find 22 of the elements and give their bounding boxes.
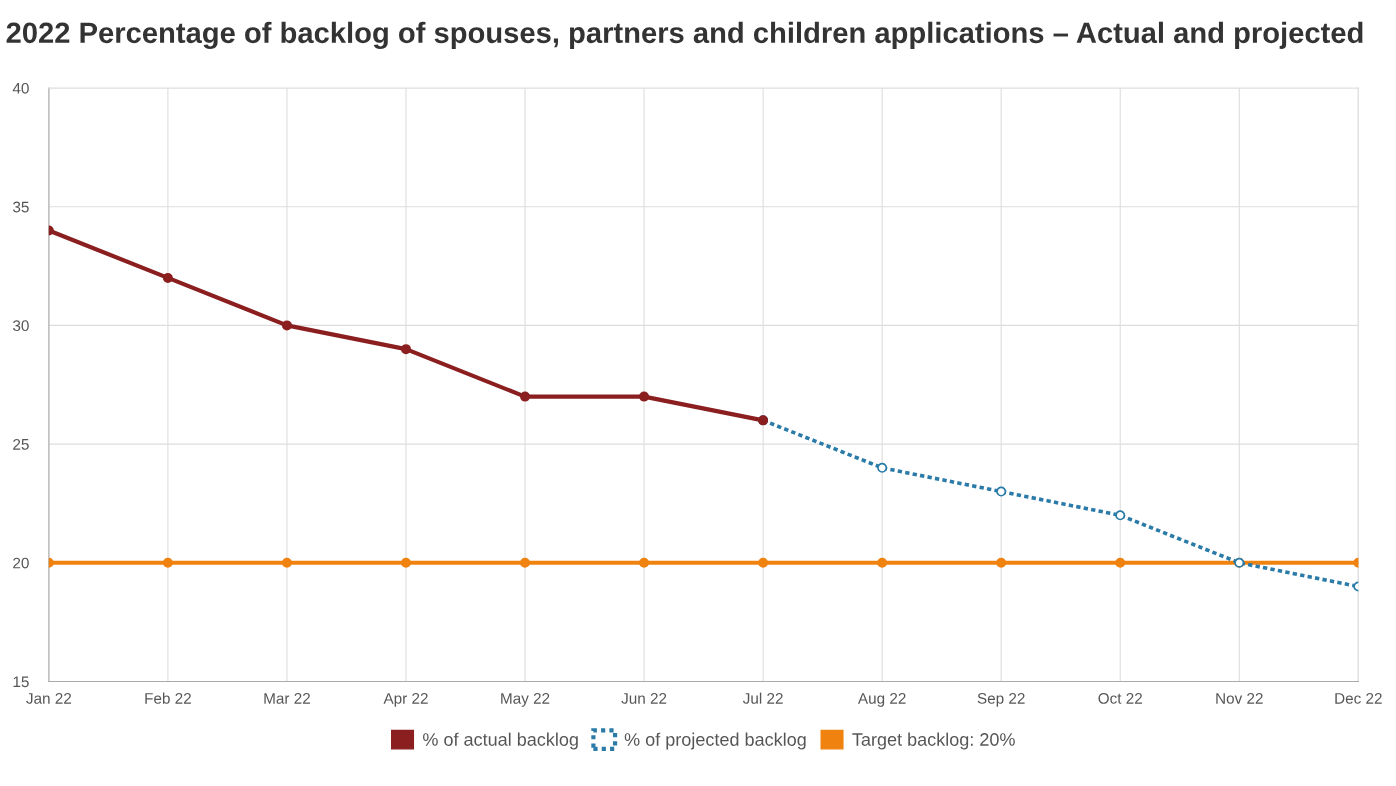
x-tick-label: Aug 22 — [857, 692, 906, 707]
y-tick-label: 35 — [13, 201, 29, 213]
x-tick-label: Sep 22 — [977, 692, 1025, 707]
y-tick-label: 25 — [13, 438, 29, 450]
x-tick-label: May 22 — [501, 692, 550, 707]
x-tick-label: Mar 22 — [264, 692, 310, 704]
x-tick-label: Jul 22 — [742, 692, 783, 704]
chart-title: 2022 Percentage of backlog of spouses, partners and children applications – Actual and projected — [6, 21, 1363, 50]
x-tick-label: Jan 22 — [26, 692, 72, 704]
x-tick-label: Jun 22 — [621, 692, 667, 704]
legend-label: Target backlog: 20% — [852, 732, 1015, 750]
x-tick-label: Dec 22 — [1335, 692, 1382, 704]
legend-label: % of actual backlog — [423, 732, 578, 750]
legend-label: % of projected backlog — [624, 732, 806, 750]
y-tick-label: 15 — [13, 676, 29, 688]
x-tick-label: Feb 22 — [145, 692, 191, 704]
y-tick-label: 40 — [12, 82, 29, 94]
y-tick-label: 30 — [13, 320, 29, 332]
x-tick-label: Apr 22 — [383, 692, 428, 707]
x-tick-label: Nov 22 — [1216, 692, 1263, 704]
x-tick-label: Oct 22 — [1098, 692, 1142, 704]
y-tick-label: 20 — [13, 557, 29, 569]
